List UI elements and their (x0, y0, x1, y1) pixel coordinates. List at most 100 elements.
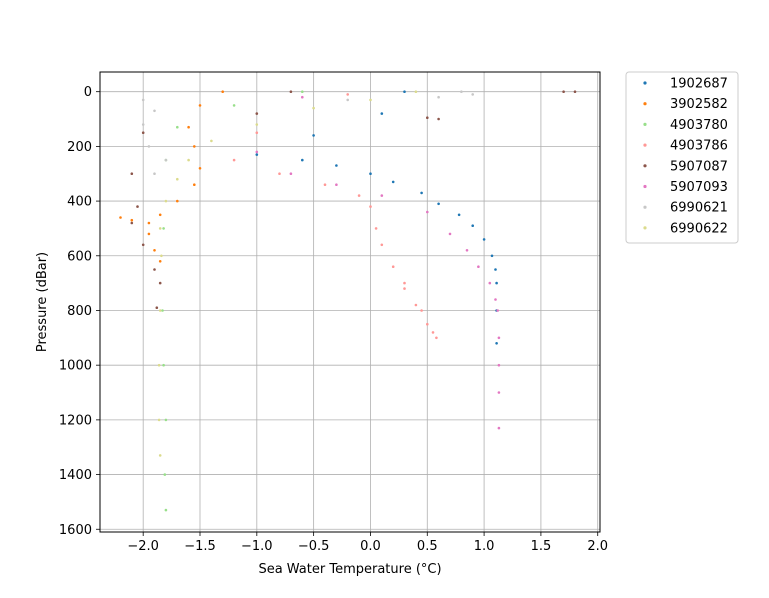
legend-marker (643, 122, 647, 126)
y-axis-label: Pressure (dBar) (35, 252, 50, 352)
data-point (494, 298, 497, 301)
data-point (562, 90, 565, 93)
data-point (163, 473, 167, 476)
data-point (497, 363, 501, 367)
data-point (448, 232, 452, 236)
data-point (232, 104, 236, 107)
y-tick-label: 1200 (59, 413, 92, 428)
data-point (232, 158, 236, 162)
data-point (130, 218, 134, 222)
data-point (435, 336, 438, 340)
data-point (158, 260, 162, 263)
data-point (573, 90, 577, 93)
data-point (141, 123, 145, 126)
y-tick-label: 1600 (59, 523, 92, 538)
data-point (420, 309, 423, 312)
legend-marker (643, 164, 647, 168)
data-point (289, 172, 293, 175)
y-tick-label: 600 (67, 249, 92, 264)
series-3902582 (119, 90, 224, 263)
data-point (136, 205, 139, 208)
data-point (155, 306, 159, 310)
data-point (477, 265, 480, 269)
data-point (482, 238, 486, 241)
data-point (158, 227, 162, 230)
axis-ticks: −2.0 −1.5 −1.0 −0.5 0.0 0.5 1.0 1.5 2.0 0 200 400 60… (59, 85, 608, 554)
grid-lines (100, 72, 600, 532)
data-point (346, 98, 350, 102)
data-point (369, 205, 372, 208)
legend-marker (643, 102, 647, 106)
x-tick-label: −1.0 (241, 539, 273, 554)
data-point (488, 281, 492, 285)
data-point (335, 164, 338, 167)
data-point (187, 125, 190, 129)
data-point (495, 281, 498, 285)
data-point (187, 158, 190, 162)
data-point (496, 309, 500, 312)
data-point (312, 106, 315, 110)
x-tick-label: 0.0 (360, 539, 381, 554)
data-point (176, 199, 179, 203)
data-point (369, 98, 372, 102)
data-point (495, 342, 498, 345)
series-4903786 (232, 93, 438, 340)
data-point (255, 153, 259, 156)
series-4903780 (161, 90, 304, 512)
x-tick-label: 1.5 (531, 539, 552, 554)
legend-box (625, 71, 739, 244)
legend-marker (643, 226, 647, 230)
data-point (312, 134, 315, 137)
data-point (157, 363, 161, 367)
data-point (130, 172, 134, 175)
data-point (164, 158, 168, 162)
data-point (176, 177, 179, 181)
data-point (255, 112, 259, 115)
data-point (420, 191, 423, 195)
y-tick-label: 0 (84, 85, 92, 100)
data-point (391, 180, 395, 184)
data-point (255, 131, 259, 134)
x-axis-label: Sea Water Temperature (°C) (258, 562, 441, 577)
data-point (141, 131, 145, 134)
data-point (157, 418, 161, 422)
data-point (497, 336, 501, 340)
data-point (403, 90, 406, 93)
data-point (301, 90, 304, 93)
legend-label: 5907093 (670, 180, 728, 195)
y-tick-label: 800 (67, 304, 92, 319)
data-point (153, 249, 156, 252)
data-point (335, 183, 338, 186)
data-point (497, 391, 501, 394)
data-point (153, 109, 156, 113)
legend-label: 1902687 (670, 77, 728, 92)
data-point (162, 363, 165, 367)
data-point (471, 224, 475, 227)
x-tick-label: −0.5 (298, 539, 330, 554)
data-point (426, 116, 429, 119)
legend-marker (643, 184, 647, 189)
x-tick-label: 1.0 (474, 539, 495, 554)
data-point (164, 508, 168, 512)
data-point (437, 95, 440, 99)
series-6990622 (157, 90, 418, 457)
data-point (380, 243, 384, 247)
legend-label: 4903786 (670, 139, 728, 154)
data-point (380, 194, 384, 197)
data-point (255, 123, 259, 126)
legend-marker (643, 143, 647, 147)
data-point (403, 281, 406, 285)
data-point (471, 93, 475, 96)
data-point (161, 309, 164, 312)
data-point (164, 418, 168, 422)
data-point (369, 172, 372, 175)
data-point (437, 202, 440, 206)
legend-label: 3902582 (670, 97, 728, 112)
data-point (158, 213, 162, 217)
data-point (465, 249, 469, 252)
data-point (141, 98, 145, 102)
data-point (426, 210, 429, 214)
legend-label: 6990621 (670, 201, 728, 216)
data-point (437, 117, 440, 121)
